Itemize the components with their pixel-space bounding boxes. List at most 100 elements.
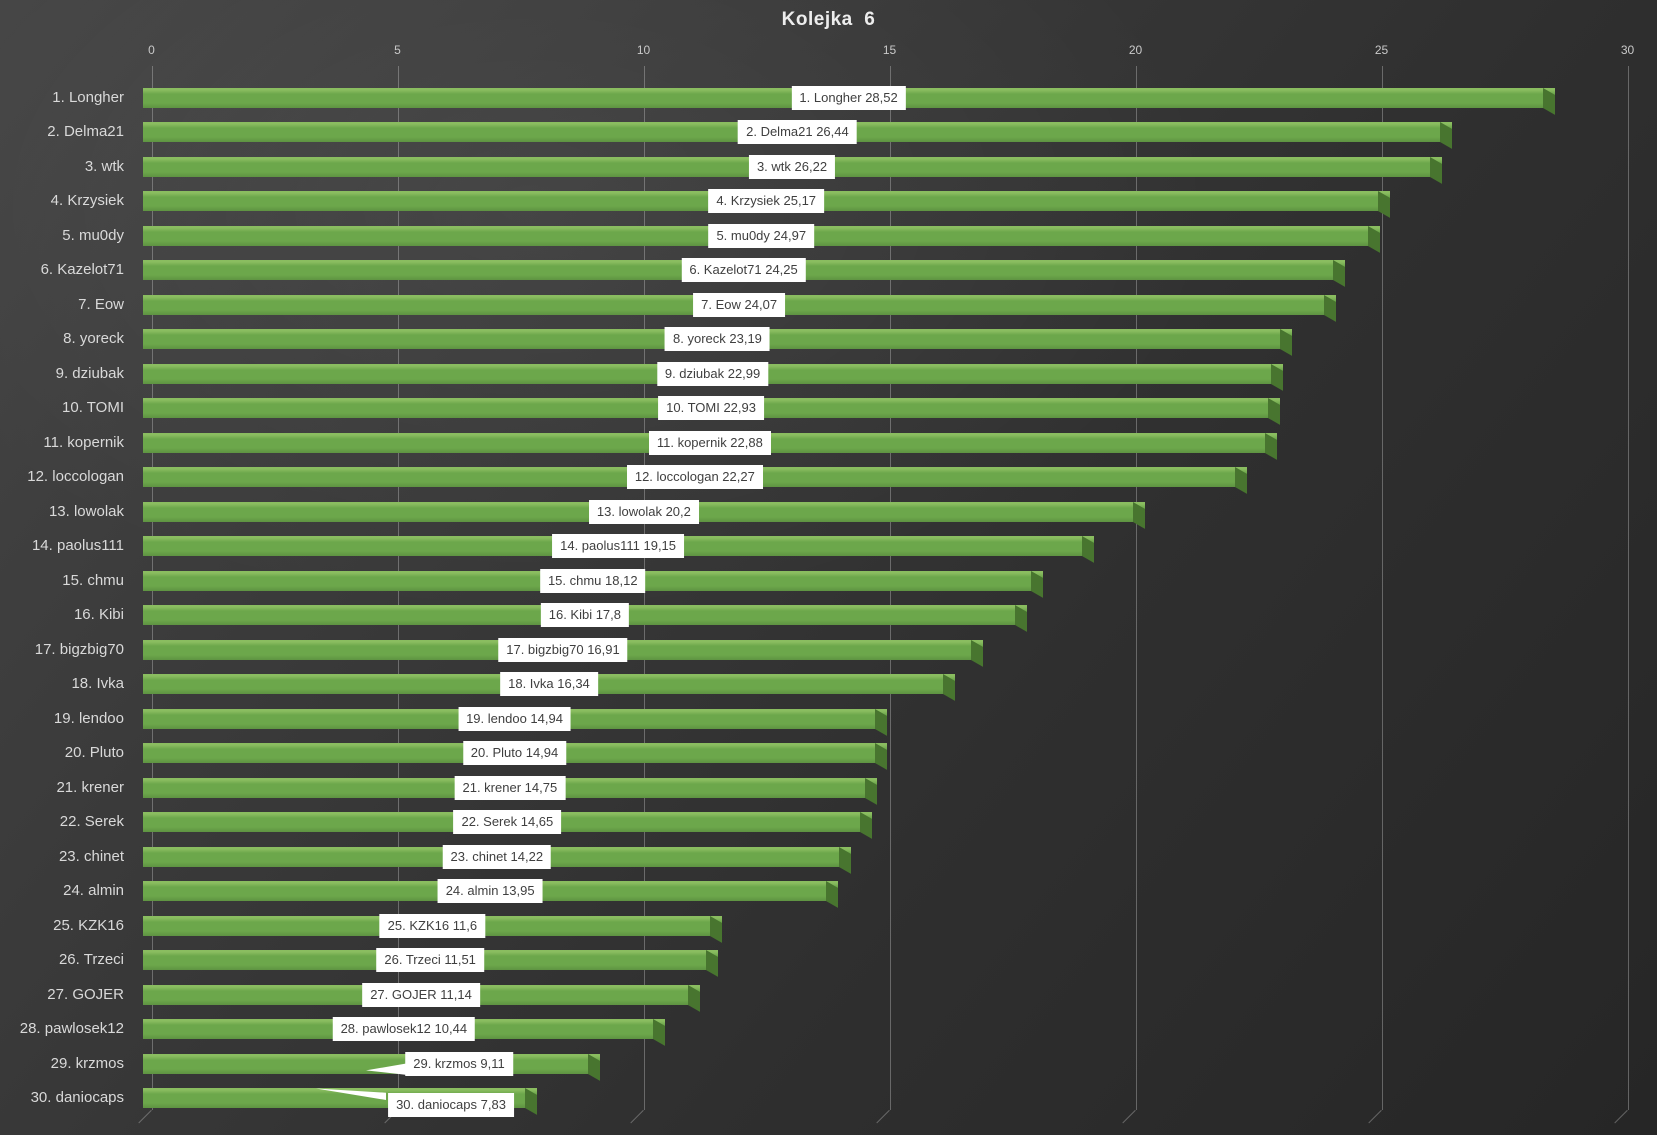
bar-side-face-3d <box>1332 260 1345 287</box>
x-axis-tick-label: 0 <box>148 43 155 57</box>
category-label: 20. Pluto <box>64 744 124 761</box>
category-label: 29. krzmos <box>50 1054 124 1072</box>
data-label: 19. lendoo 14,94 <box>458 706 571 731</box>
data-label: 11. kopernik 22,88 <box>648 430 771 455</box>
bar-side-face-3d <box>1270 363 1283 391</box>
bar-side-face-3d <box>860 812 873 839</box>
category-label: 12. loccologan <box>27 468 124 485</box>
data-label: 1. Longher 28,52 <box>791 85 906 110</box>
category-label: 23. chinet <box>58 847 124 865</box>
category-label: 25. KZK16 <box>53 916 124 934</box>
data-label: 25. KZK16 11,6 <box>379 913 486 938</box>
category-label: 14. paolus111 <box>31 537 124 554</box>
category-label: 6. Kazelot71 <box>40 261 124 278</box>
category-label: 24. almin <box>63 882 124 899</box>
data-label: 16. Kibi 17,8 <box>540 603 630 627</box>
bar-side-face-3d <box>1267 398 1280 425</box>
data-label: 8. yoreck 23,19 <box>665 327 770 351</box>
bar-side-face-3d <box>825 881 838 908</box>
category-label: 5. mu0dy <box>62 226 124 244</box>
grid-floor-tick <box>138 1109 152 1124</box>
category-label: 9. dziubak <box>55 364 124 382</box>
bar-side-face-3d <box>1015 605 1028 632</box>
grid-floor-tick <box>1368 1109 1382 1124</box>
bar-side-face-3d <box>587 1053 600 1081</box>
bar-side-face-3d <box>1265 432 1278 460</box>
bar-side-face-3d <box>865 777 878 805</box>
data-label: 21. krener 14,75 <box>454 775 566 800</box>
data-label: 29. krzmos 9,11 <box>405 1051 513 1076</box>
x-grid-line <box>1381 66 1383 1110</box>
grid-floor-tick <box>876 1109 890 1124</box>
data-label: 10. TOMI 22,93 <box>658 396 764 420</box>
bar-side-face-3d <box>874 743 887 770</box>
bar-side-face-3d <box>839 846 852 874</box>
data-label: 24. almin 13,95 <box>437 879 543 903</box>
data-label: 13. lowolak 20,2 <box>588 499 699 524</box>
category-label: 10. TOMI <box>62 399 124 416</box>
category-label: 15. chmu <box>62 571 124 589</box>
category-label: 19. lendoo <box>53 709 124 727</box>
bar-side-face-3d <box>1368 225 1381 253</box>
category-label: 16. Kibi <box>73 606 124 623</box>
bar-side-face-3d <box>710 915 723 943</box>
x-grid-line <box>1627 66 1629 1110</box>
x-axis-tick-label: 10 <box>636 43 651 57</box>
category-label: 21. krener <box>56 778 124 796</box>
data-label: 14. paolus111 19,15 <box>552 534 685 558</box>
x-grid-line <box>1135 66 1137 1110</box>
bar-side-face-3d <box>1440 122 1453 149</box>
category-label: 28. pawlosek12 <box>19 1020 124 1037</box>
category-label: 22. Serek <box>59 813 124 830</box>
category-label: 17. bigzbig70 <box>34 640 124 658</box>
chart-title: Kolejka 6 <box>781 9 876 30</box>
bar-side-face-3d <box>524 1088 537 1115</box>
category-label: 1. Longher <box>52 88 124 106</box>
data-label: 30. daniocaps 7,83 <box>388 1093 514 1117</box>
bar-side-face-3d <box>687 984 700 1012</box>
category-label: 13. lowolak <box>48 502 124 520</box>
category-label: 3. wtk <box>84 157 124 175</box>
bar-side-face-3d <box>1429 156 1442 184</box>
data-label: 26. Trzeci 11,51 <box>376 948 484 972</box>
category-label: 30. daniocaps <box>30 1089 124 1106</box>
data-label: 20. Pluto 14,94 <box>462 741 567 765</box>
category-label: 4. Krzysiek <box>50 192 124 209</box>
bar-side-face-3d <box>705 950 718 977</box>
category-label: 8. yoreck <box>63 330 124 347</box>
data-label: 3. wtk 26,22 <box>748 154 836 179</box>
data-label: 4. Krzysiek 25,17 <box>708 189 825 213</box>
category-label: 11. kopernik <box>43 433 124 451</box>
x-axis-tick-label: 5 <box>394 43 401 57</box>
bar-side-face-3d <box>1323 294 1336 322</box>
category-label: 2. Delma21 <box>47 123 124 140</box>
x-axis-tick-label: 30 <box>1620 43 1635 57</box>
data-label: 28. pawlosek12 10,44 <box>332 1017 476 1041</box>
data-label: 2. Delma21 26,44 <box>738 120 857 144</box>
data-label: 9. dziubak 22,99 <box>656 361 769 386</box>
data-label: 17. bigzbig70 16,91 <box>498 637 628 662</box>
data-label: 5. mu0dy 24,97 <box>708 223 815 248</box>
data-label: 12. loccologan 22,27 <box>626 465 763 489</box>
data-label: 7. Eow 24,07 <box>693 292 786 317</box>
data-label: 6. Kazelot71 24,25 <box>681 258 806 282</box>
category-label: 7. Eow <box>78 295 124 313</box>
grid-floor-tick <box>1122 1109 1136 1124</box>
data-label: 23. chinet 14,22 <box>442 844 552 869</box>
bar-side-face-3d <box>1235 467 1248 494</box>
grid-floor-tick <box>1614 1109 1628 1124</box>
x-axis-tick-label: 25 <box>1374 43 1389 57</box>
bar-side-face-3d <box>971 639 984 667</box>
data-label: 18. Ivka 16,34 <box>500 672 598 696</box>
bar-side-face-3d <box>943 674 956 701</box>
bar-side-face-3d <box>874 708 887 736</box>
category-label: 26. Trzeci <box>58 951 124 968</box>
category-label: 18. Ivka <box>71 675 124 692</box>
data-label: 27. GOJER 11,14 <box>362 982 480 1007</box>
bar-side-face-3d <box>1081 536 1094 563</box>
bar-side-face-3d <box>1280 329 1293 356</box>
x-axis-tick-label: 20 <box>1128 43 1143 57</box>
bar-side-face-3d <box>1377 191 1390 218</box>
bar-side-face-3d <box>1542 87 1555 115</box>
category-label: 27. GOJER <box>47 985 124 1003</box>
